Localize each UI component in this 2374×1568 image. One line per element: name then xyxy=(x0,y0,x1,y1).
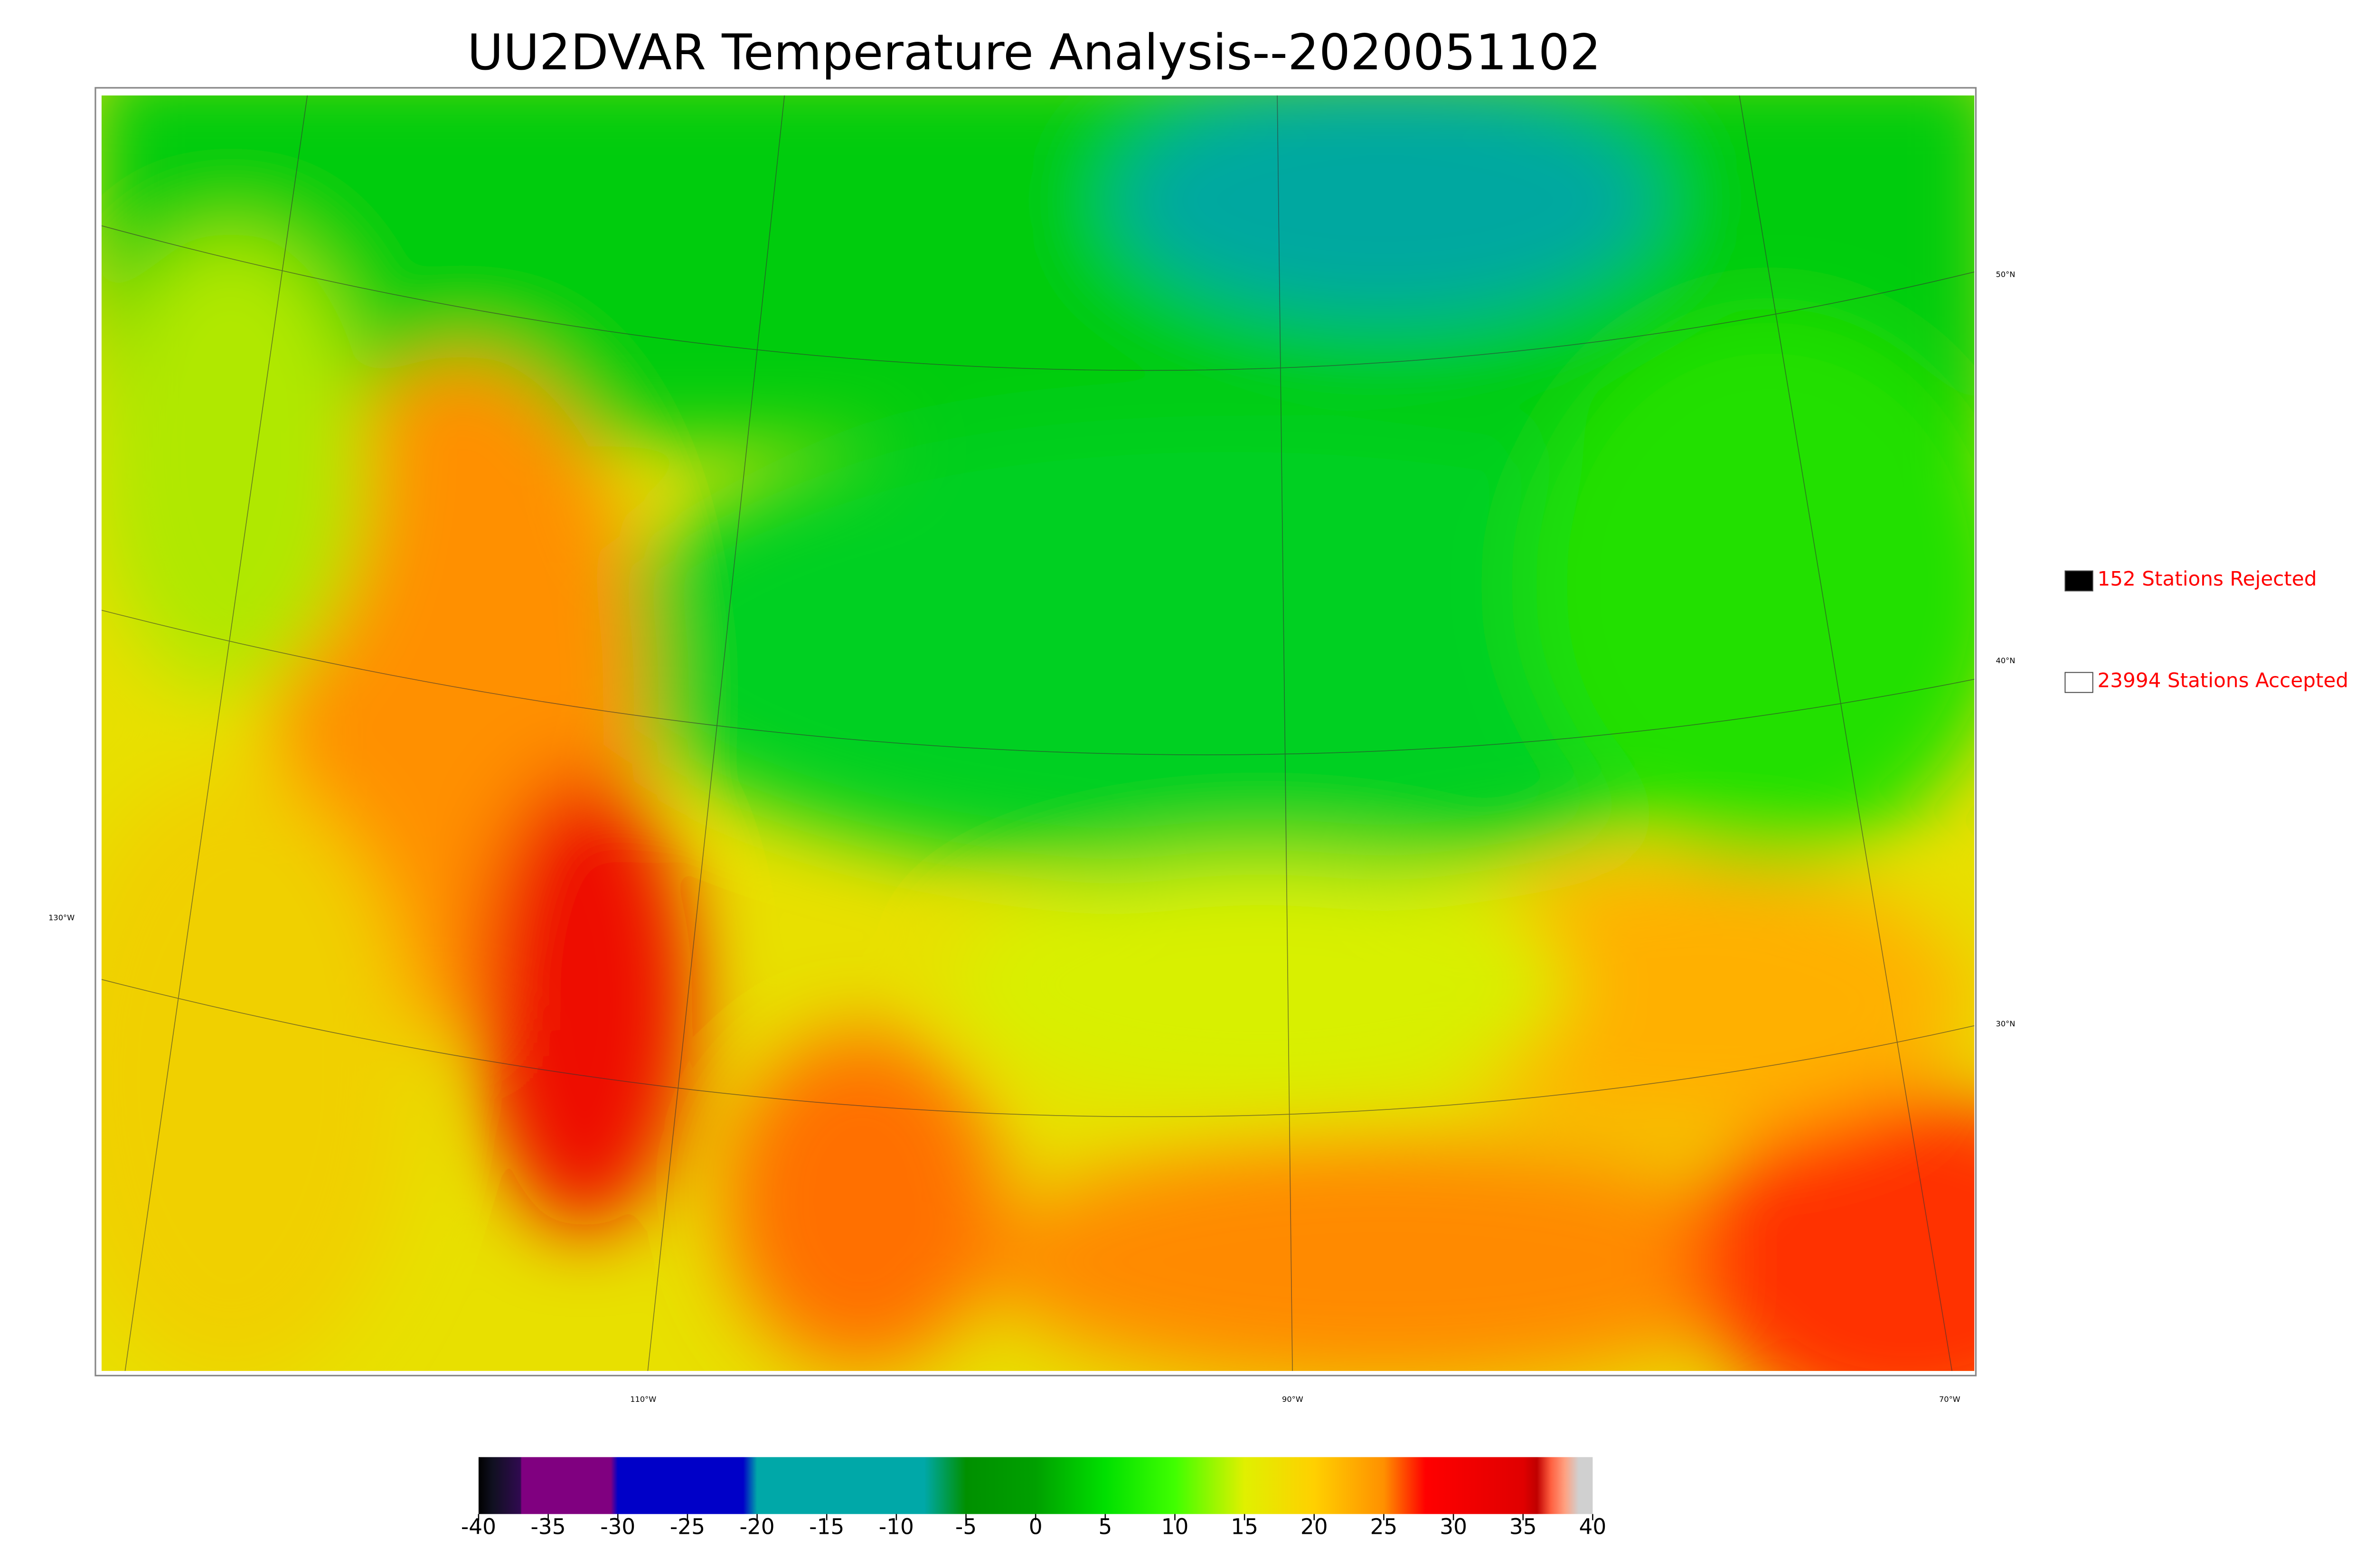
longitude-label: 70°W xyxy=(1939,1395,1960,1404)
longitude-label: 110°W xyxy=(630,1395,656,1404)
latitude-label: 30°N xyxy=(1996,1019,2016,1028)
temperature-field xyxy=(101,95,1975,1371)
colorbar-tick-label: -30 xyxy=(600,1514,635,1539)
longitude-label: 130°W xyxy=(48,913,75,922)
colorbar-tick-label: 25 xyxy=(1370,1514,1398,1539)
graticule-labels: 130°W 110°W 90°W 70°W 50°N 40°N 30°N xyxy=(48,270,2015,1404)
colorbar-tick-label: -5 xyxy=(955,1514,977,1539)
title: UU2DVAR Temperature Analysis--2020051102 xyxy=(467,24,1601,81)
colorbar xyxy=(478,1457,1593,1514)
colorbar-tick-label: 35 xyxy=(1509,1514,1537,1539)
latitude-label: 50°N xyxy=(1996,270,2016,279)
map-frame xyxy=(94,87,1977,1377)
field-blobs xyxy=(101,95,1975,1371)
colorbar-ticks: -40 -35 -30 -25 -20 -15 -10 -5 0 5 10 15 20 25 30 35 40 xyxy=(461,1514,1606,1539)
colorbar-tick-label: -40 xyxy=(461,1514,496,1539)
colorbar-tick-label: 10 xyxy=(1161,1514,1189,1539)
colorbar-tick-label: 5 xyxy=(1098,1514,1112,1539)
legend-swatch xyxy=(2064,672,2093,693)
longitude-label: 90°W xyxy=(1282,1395,1303,1404)
latitude-label: 40°N xyxy=(1996,656,2016,665)
legend-label: 152 Stations Rejected xyxy=(2097,567,2317,591)
colorbar-tick-label: -35 xyxy=(531,1514,566,1539)
colorbar-tick-label: -20 xyxy=(740,1514,775,1539)
colorbar-tick-label: 40 xyxy=(1579,1514,1607,1539)
colorbar-tick-label: 15 xyxy=(1231,1514,1258,1539)
graticule-lines xyxy=(101,95,1975,1371)
legend: 152 Stations Rejected 23994 Stations Acce… xyxy=(2064,567,2348,693)
legend-swatch xyxy=(2064,570,2093,592)
legend-label: 23994 Stations Accepted xyxy=(2097,668,2348,692)
colorbar-tick-label: -15 xyxy=(809,1514,844,1539)
colorbar-tick-label: -10 xyxy=(879,1514,914,1539)
colorbar-tick-label: 30 xyxy=(1440,1514,1467,1539)
colorbar-tick-label: 0 xyxy=(1029,1514,1043,1539)
colorbar-tick-label: 20 xyxy=(1300,1514,1328,1539)
colorbar-tick-label: -25 xyxy=(670,1514,705,1539)
